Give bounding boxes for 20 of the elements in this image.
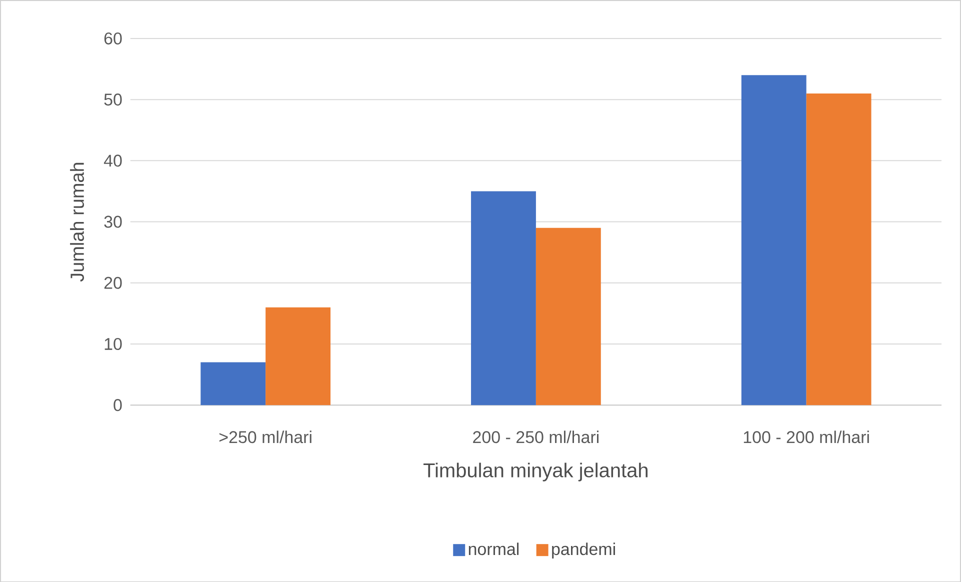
legend-label: normal <box>468 542 519 555</box>
y-tick-label: 10 <box>104 338 122 350</box>
x-axis-title: Timbulan minyak jelantah <box>423 462 648 482</box>
bar <box>200 362 266 405</box>
legend-label: pandemi <box>552 542 615 558</box>
bar <box>806 93 872 405</box>
bar <box>471 191 536 405</box>
bar <box>266 307 330 405</box>
bar <box>536 228 601 405</box>
x-tick-label: 200 - 250 ml/hari <box>473 430 598 443</box>
x-tick-label: 100 - 200 ml/hari <box>744 430 869 443</box>
x-tick-label: >250 ml/hari <box>219 430 312 443</box>
y-axis-title: Jumlah rumah <box>70 162 84 282</box>
y-tick-label: 40 <box>104 154 122 166</box>
bar <box>741 74 806 405</box>
y-tick-label: 50 <box>104 93 122 106</box>
y-tick-label: 30 <box>104 216 122 228</box>
y-tick-label: 60 <box>104 32 122 44</box>
y-tick-label: 0 <box>114 398 122 411</box>
y-tick-label: 20 <box>104 276 122 289</box>
